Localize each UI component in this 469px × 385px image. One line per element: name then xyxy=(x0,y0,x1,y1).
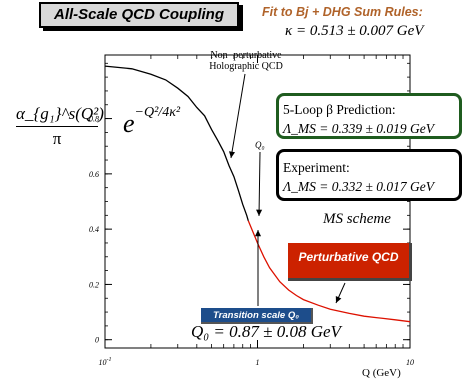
scheme-label: MS scheme xyxy=(323,211,391,227)
pert-arrow-head xyxy=(335,296,342,303)
q0-value: Q₀ = 0.87 ± 0.08 GeV xyxy=(191,322,341,341)
q0-arrow xyxy=(258,151,261,217)
nonpert-arrow-head xyxy=(229,151,236,158)
five-loop-box: 5-Loop β Prediction: Λ_MS = 0.339 ± 0.01… xyxy=(276,93,462,139)
y-label-denominator: π xyxy=(52,129,62,148)
gaussian-exponent: −Q²/4κ² xyxy=(134,105,181,120)
perturbative-box: Perturbative QCD xyxy=(288,243,412,281)
perturbative-curve xyxy=(247,220,411,323)
nonpert-annotation: Non−perturbative Holographic QCD xyxy=(209,50,283,72)
q0-arrow-head xyxy=(256,209,263,216)
kappa-value: κ = 0.513 ± 0.007 GeV xyxy=(285,23,424,39)
y-tick-label: 0.8 xyxy=(89,115,99,124)
exp-title: Experiment: xyxy=(283,160,350,175)
transition-scale-box: Transition scale Q₀ xyxy=(201,308,313,324)
y-axis-label: α_{g₁}^s(Q²) π xyxy=(16,104,104,149)
gaussian-formula: e−Q²/4κ² xyxy=(123,105,180,139)
experiment-box: Experiment: Λ_MS = 0.332 ± 0.017 GeV xyxy=(276,149,462,201)
exp-value: Λ_MS = 0.332 ± 0.017 GeV xyxy=(283,179,435,194)
annotation-arrows xyxy=(229,73,346,306)
y-label-numerator: α_{g₁}^s(Q²) xyxy=(16,104,104,127)
q0-label: Q₀ xyxy=(255,140,265,150)
x-tick-label: 10-1 xyxy=(99,357,112,367)
gaussian-base: e xyxy=(123,109,135,138)
y-tick-label: 0.2 xyxy=(89,280,99,289)
chart-title-box: All-Scale QCD Coupling xyxy=(39,2,239,28)
x-tick-label: 1 xyxy=(256,358,260,367)
nonpert-arrow xyxy=(230,73,246,159)
fit-title: Fit to Bj + DHG Sum Rules: xyxy=(262,5,423,19)
transition-arrow-head xyxy=(254,230,262,237)
x-tick-label: 10 xyxy=(406,358,414,367)
x-axis-unit: Q (GeV) xyxy=(362,367,401,379)
curves xyxy=(104,65,411,323)
y-tick-label: 0 xyxy=(95,336,99,345)
loop-value: Λ_MS = 0.339 ± 0.019 GeV xyxy=(283,121,435,136)
nonperturbative-curve xyxy=(104,65,249,221)
y-tick-label: 0.4 xyxy=(89,225,99,234)
y-tick-label: 0.6 xyxy=(89,170,99,179)
loop-title: 5-Loop β Prediction: xyxy=(283,102,396,117)
